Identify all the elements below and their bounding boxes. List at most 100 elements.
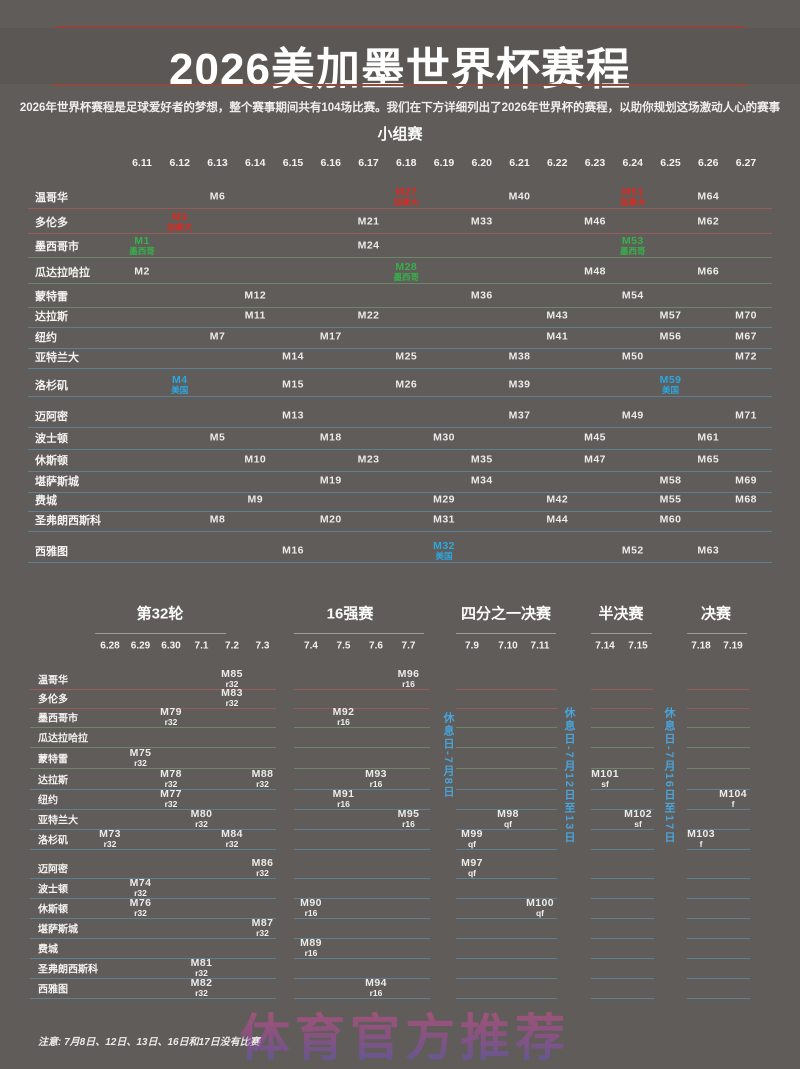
date-header: 6.21	[509, 157, 530, 169]
host-country-label: r32	[164, 779, 178, 790]
match-cell-M50: M50	[622, 351, 644, 362]
title-band	[0, 28, 800, 84]
section-rule	[456, 633, 556, 634]
match-number: M10	[244, 453, 267, 466]
match-cell-M23: M23	[358, 454, 380, 465]
date-header: 6.24	[622, 157, 643, 169]
host-country-label: r32	[134, 888, 147, 899]
date-header: 7.15	[628, 640, 648, 652]
match-cell-M1: M1 墨西哥	[129, 236, 155, 256]
match-number: M90	[300, 897, 322, 910]
match-cell-M95: M95 r16	[398, 809, 420, 829]
match-cell-M9: M9	[248, 494, 263, 505]
match-number: M49	[621, 409, 644, 422]
match-number: M100	[526, 897, 554, 910]
host-country-label: 加拿大	[393, 197, 420, 208]
match-number: M79	[160, 706, 182, 719]
match-cell-M11: M11	[245, 310, 266, 321]
match-number: M61	[697, 431, 720, 444]
city-label: 墨西哥市	[38, 713, 78, 725]
match-number: M42	[546, 493, 569, 506]
match-number: M101	[591, 768, 619, 781]
row-rule	[456, 747, 557, 748]
match-number: M43	[546, 309, 569, 322]
match-cell-M14: M14	[282, 351, 304, 362]
match-cell-M6: M6	[210, 191, 225, 202]
match-cell-M16: M16	[282, 545, 304, 556]
match-cell-M21: M21	[358, 216, 380, 227]
match-number: M78	[160, 768, 182, 781]
match-number: M77	[160, 788, 182, 801]
match-number: M11	[244, 309, 266, 322]
match-cell-M13: M13	[282, 410, 304, 421]
match-number: M95	[397, 808, 420, 821]
row-rule	[294, 727, 430, 728]
section-title-sf: 半决赛	[598, 605, 644, 623]
row-rule	[28, 471, 772, 472]
match-number: M19	[319, 474, 342, 487]
row-rule	[28, 307, 772, 308]
host-country-label: 墨西哥	[393, 272, 420, 283]
match-number: M23	[357, 453, 380, 466]
match-number: M2	[134, 265, 150, 278]
row-rule	[30, 768, 276, 769]
match-cell-M64: M64	[697, 191, 719, 202]
date-header: 6.28	[100, 640, 120, 652]
match-cell-M68: M68	[735, 494, 757, 505]
row-rule	[591, 727, 654, 728]
host-country-label: r32	[195, 819, 208, 830]
match-cell-M80: M80 r32	[191, 809, 213, 829]
match-number: M69	[735, 474, 757, 487]
row-rule	[687, 727, 750, 728]
row-rule	[294, 768, 430, 769]
city-label: 休斯顿	[38, 904, 68, 916]
match-number: M76	[129, 897, 152, 910]
match-number: M74	[129, 877, 152, 890]
match-number: M55	[659, 493, 682, 506]
match-number: M52	[621, 544, 644, 557]
match-cell-M35: M35	[471, 454, 493, 465]
host-country-label: r32	[225, 839, 239, 850]
match-number: M9	[247, 493, 263, 506]
host-country-label: 加拿大	[166, 222, 193, 233]
row-rule	[591, 958, 654, 959]
date-header: 6.25	[660, 157, 681, 169]
match-cell-M77: M77 r32	[160, 789, 182, 809]
row-rule	[30, 998, 276, 999]
match-number: M84	[221, 828, 243, 841]
match-cell-M70: M70	[735, 310, 757, 321]
city-label: 堪萨斯城	[35, 476, 79, 488]
match-cell-M24: M24	[358, 240, 380, 251]
city-label: 纽约	[35, 332, 57, 344]
row-rule	[591, 689, 654, 690]
match-number: M38	[508, 350, 531, 363]
row-rule	[294, 708, 430, 709]
row-rule	[687, 978, 750, 979]
match-number: M46	[584, 215, 606, 228]
match-cell-M15: M15	[282, 379, 304, 390]
match-number: M103	[687, 828, 715, 841]
row-rule	[456, 789, 557, 790]
match-number: M27	[395, 186, 418, 199]
match-number: M89	[300, 937, 322, 950]
host-country-label: 美国	[435, 551, 453, 562]
host-country-label: qf	[467, 839, 477, 850]
match-number: M35	[470, 453, 493, 466]
row-rule	[28, 396, 772, 397]
match-number: M86	[251, 857, 274, 870]
match-number: M56	[659, 330, 682, 343]
match-number: M94	[365, 977, 387, 990]
row-rule	[687, 938, 750, 939]
match-number: M75	[129, 747, 152, 760]
match-cell-M63: M63	[697, 545, 719, 556]
city-label: 圣弗朗西斯科	[38, 964, 98, 976]
host-country-label: f	[699, 839, 703, 850]
match-cell-M41: M41	[546, 331, 568, 342]
host-country-label: 美国	[661, 385, 680, 396]
row-rule	[30, 898, 276, 899]
match-number: M18	[319, 431, 342, 444]
date-header: 7.11	[530, 640, 550, 652]
host-country-label: r16	[304, 948, 318, 959]
date-header: 7.6	[369, 640, 383, 652]
date-header: 7.1	[194, 640, 209, 652]
